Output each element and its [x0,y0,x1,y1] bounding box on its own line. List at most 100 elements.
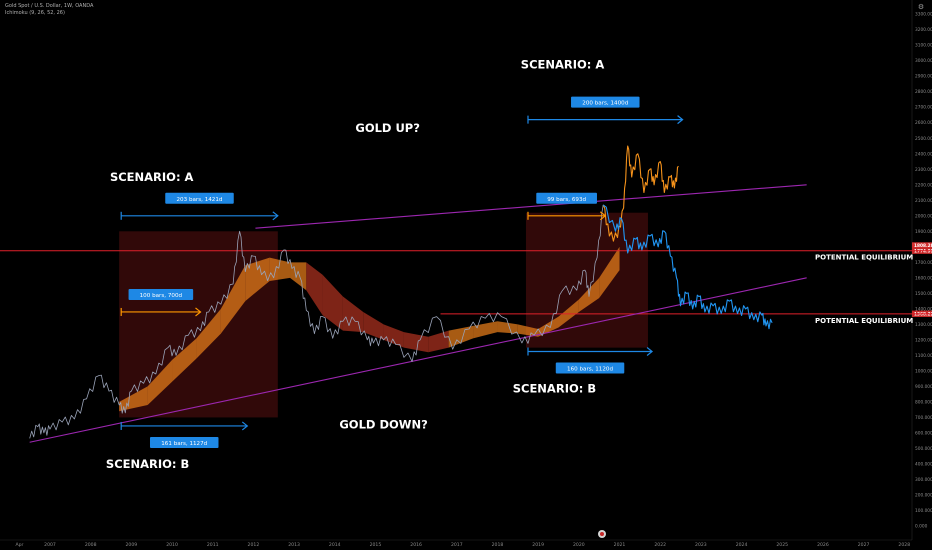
annotation-a1: SCENARIO: A [110,170,194,184]
time-axis[interactable]: Apr 2007 2008 2009 2010 2011 2012 2013 2014 2015 2… [0,539,912,548]
ichimoku-cloud-segment-2 [172,338,197,382]
time-tick-label-1: 2007 [44,542,56,548]
time-tick-label-22: 2028 [898,542,910,548]
ichimoku-cloud-segment-10 [342,296,364,333]
ichimoku-cloud-segment-12 [383,324,404,348]
ichimoku-cloud-segment-18 [517,324,539,337]
measure-arrowhead-m4 [599,211,607,221]
trendline-lower [29,277,807,443]
tradingview-logo-dot-icon [600,532,604,536]
price-tick-label-28: 500.000 [915,446,932,452]
measure-label-m1: 203 bars, 1421d [176,197,222,203]
measure-arrowhead-m2 [195,307,202,317]
ichimoku-cloud-segment-8 [306,262,323,316]
time-tick-label-15: 2021 [614,542,626,548]
time-tick-label-19: 2025 [776,542,788,548]
time-tick-label-7: 2013 [288,542,300,548]
price-tick-label-14: 1900.000 [915,229,932,235]
measure-arrowhead-m5 [677,115,684,125]
annotation-a3: SCENARIO: A [521,57,605,71]
time-tick-label-6: 2012 [248,542,260,548]
measure-label-bg-m6 [555,362,625,374]
price-tick-label-24: 900.000 [915,384,932,390]
price-tick-label-7: 2600.000 [915,120,932,126]
price-tick-label-23: 1000.000 [915,368,932,374]
measure-label-m2: 100 bars, 700d [140,293,183,299]
time-tick-label-17: 2023 [695,542,707,548]
ichimoku-cloud-segment-11 [363,311,384,340]
price-tick-label-11: 2200.000 [915,182,932,188]
measure-arrowhead-m1 [272,211,279,221]
price-tick-label-31: 200.000 [915,492,932,498]
ichimoku-cloud-segment-6 [269,257,291,281]
measure-arrowhead-m6 [646,347,654,356]
ichimoku-cloud-segment-3 [196,308,221,359]
ichimoku-cloud-segment-1 [147,360,173,406]
measure-label-bg-m5 [571,96,640,108]
price-tick-label-9: 2400.000 [915,151,932,157]
ichimoku-cloud-segment-9 [322,274,343,331]
symbol-line[interactable]: Gold Spot / U.S. Dollar, 1W, OANDA [5,3,94,9]
price-tick-label-21: 1200.000 [915,337,932,343]
equilibrium-label-eq2: POTENTIAL EQUILIBRIUM [815,317,913,325]
price-tick-label-25: 800.000 [915,399,932,405]
price-tick-label-4: 2900.000 [915,74,932,80]
time-tick-label-0: Apr [16,542,24,548]
measure-label-m5: 200 bars, 1400d [582,101,628,107]
ichimoku-cloud-segment-17 [497,321,518,334]
time-tick-label-10: 2016 [410,542,422,548]
price-tick-label-18: 1500.000 [915,291,932,297]
measure-label-m3: 161 bars, 1127d [161,441,207,447]
price-axis[interactable]: 3300.000 3200.000 3100.000 3000.000 2900.000… [911,0,932,540]
price-tick-label-27: 600.000 [915,430,932,436]
price-tick-label-10: 2300.000 [915,167,932,173]
price-tick-label-29: 400.000 [915,461,932,467]
time-tick-label-5: 2011 [207,542,219,548]
time-tick-label-11: 2017 [451,542,463,548]
price-tag-2: 1368.229 [914,311,932,317]
price-tick-label-13: 2000.000 [915,213,932,219]
time-tick-label-9: 2015 [370,542,382,548]
price-tag-0: 1808.284 [914,243,932,249]
ichimoku-cloud-segment-22 [599,246,620,299]
ichimoku-cloud-segment-7 [290,262,307,291]
price-tag-1: 1774.998 [914,248,932,254]
price-tick-label-6: 2700.000 [915,105,932,111]
time-window-box-0 [119,231,278,418]
price-tick-label-22: 1100.000 [915,353,932,359]
measure-arrowhead-m3 [241,421,249,431]
currency-settings-icon[interactable]: ⚙ [918,3,924,11]
indicator-line[interactable]: Ichimoku (9, 26, 52, 26) [5,10,65,16]
series-line-history [29,204,604,439]
ichimoku-cloud-segment-5 [245,257,270,302]
price-tick-label-16: 1700.000 [915,260,932,266]
time-tick-label-12: 2018 [492,542,504,548]
measure-label-m6: 160 bars, 1120d [567,367,613,373]
annotation-a5: SCENARIO: B [106,457,189,471]
time-tick-label-14: 2020 [573,542,585,548]
time-tick-label-18: 2024 [736,542,748,548]
annotation-a2: GOLD UP? [355,121,420,135]
measure-label-bg-m3 [149,436,219,448]
price-tick-label-1: 3200.000 [915,27,932,33]
price-tick-label-20: 1300.000 [915,322,932,328]
price-tick-label-2: 3100.000 [915,43,932,49]
time-tick-label-8: 2014 [329,542,341,548]
plot-area[interactable]: POTENTIAL EQUILIBRIUM POTENTIAL EQUILIBRI… [0,57,932,471]
ichimoku-cloud-segment-14 [428,330,449,353]
time-tick-label-21: 2027 [858,542,870,548]
price-tick-label-12: 2100.000 [915,198,932,204]
series-line-scenario_up [602,145,679,242]
price-tick-label-26: 700.000 [915,415,932,421]
equilibrium-label-eq1: POTENTIAL EQUILIBRIUM [815,254,913,262]
trendline-upper [255,184,807,229]
price-tag-bg-0 [912,242,932,249]
time-tick-label-16: 2022 [654,542,666,548]
measure-label-bg-m2 [128,288,194,300]
ichimoku-cloud-segment-13 [403,332,429,353]
price-tick-label-32: 100.000 [915,508,932,514]
ichimoku-cloud-segment-15 [448,325,474,348]
time-tick-label-13: 2019 [532,542,544,548]
ichimoku-cloud-segment-4 [220,265,246,334]
